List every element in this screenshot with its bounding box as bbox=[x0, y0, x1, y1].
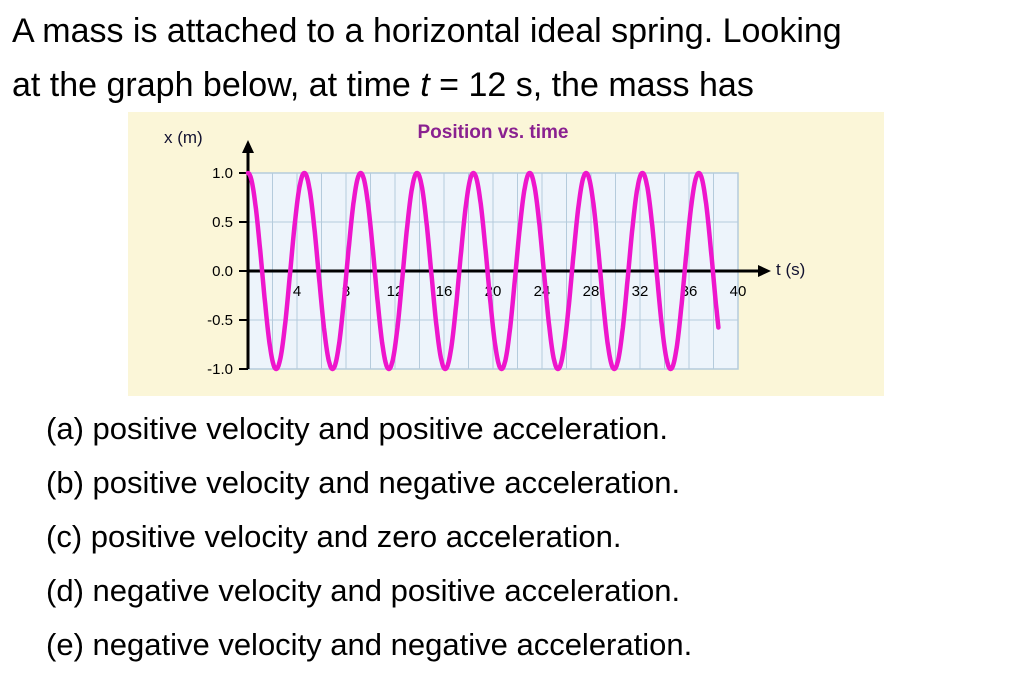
question-line-2: at the graph below, at time t = 12 s, th… bbox=[12, 58, 842, 112]
question-variable-t: t bbox=[420, 66, 430, 104]
question-line-2-post: = 12 s, the mass has bbox=[429, 66, 754, 104]
svg-text:40: 40 bbox=[730, 283, 747, 300]
svg-text:1.0: 1.0 bbox=[212, 165, 233, 182]
position-time-graph: 4 8 12 16 20 24 28 32 36 401.00.50.0-0.5-1.0 bbox=[207, 140, 771, 378]
svg-text:28: 28 bbox=[583, 283, 600, 300]
option-c: (c) positive velocity and zero accelerat… bbox=[46, 519, 622, 554]
option-a: (a) positive velocity and positive accel… bbox=[46, 411, 669, 446]
svg-text:32: 32 bbox=[632, 283, 649, 300]
answer-options: (a) positive velocity and positive accel… bbox=[46, 402, 692, 672]
svg-text:16: 16 bbox=[436, 283, 453, 300]
option-b: (b) positive velocity and negative accel… bbox=[46, 465, 681, 500]
y-axis-label: x (m) bbox=[164, 128, 203, 147]
svg-text:0.5: 0.5 bbox=[212, 214, 233, 231]
svg-text:-0.5: -0.5 bbox=[207, 312, 233, 329]
chart-panel: 4 8 12 16 20 24 28 32 36 40 1.0 0.5 0.0 -0.5 -1.0 Posi… bbox=[128, 112, 884, 396]
question-line-2-pre: at the graph below, at time bbox=[12, 66, 421, 104]
option-e: (e) negative velocity and negative accel… bbox=[46, 627, 693, 662]
svg-text:0.0: 0.0 bbox=[212, 263, 233, 280]
question-line-1: A mass is attached to a horizontal ideal… bbox=[12, 12, 842, 50]
x-axis-label: t (s) bbox=[776, 260, 806, 279]
question-text: A mass is attached to a horizontal ideal… bbox=[12, 4, 842, 112]
svg-text:-1.0: -1.0 bbox=[207, 361, 233, 378]
chart-title: Position vs. time bbox=[417, 122, 569, 143]
svg-text:4: 4 bbox=[293, 283, 301, 300]
option-d: (d) negative velocity and positive accel… bbox=[46, 573, 681, 608]
